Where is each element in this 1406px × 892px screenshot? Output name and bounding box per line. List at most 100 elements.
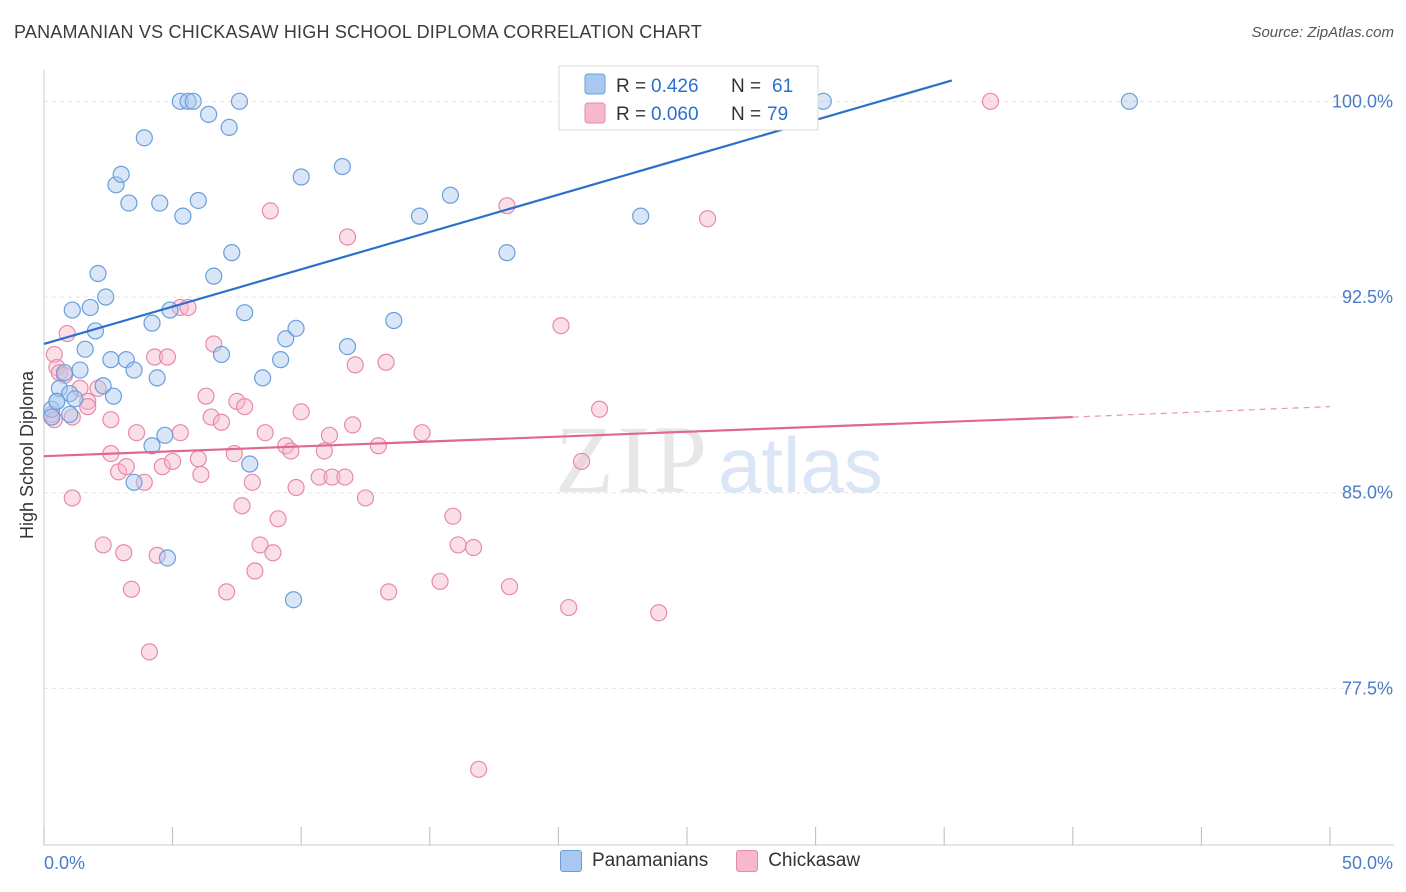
panamanian-point [76, 340, 94, 358]
panamanian-point [50, 379, 69, 397]
panamanians-label: Panamanians [592, 850, 709, 871]
panamanians-swatch [560, 850, 582, 872]
legend-blue-r-value: 0.426 [651, 76, 699, 97]
y-tick-label: 100.0% [1332, 91, 1393, 111]
chickasaw-point [117, 458, 135, 476]
chickasaw-point [377, 353, 395, 371]
panamanian-points [43, 92, 1138, 609]
chickasaw-point [315, 442, 333, 460]
panamanian-point [61, 384, 79, 403]
chickasaw-point [243, 473, 261, 491]
panamanian-point [284, 591, 303, 609]
chickasaw-point [369, 437, 387, 455]
panamanian-point [498, 244, 516, 262]
chickasaw-point [45, 345, 63, 364]
panamanian-point [148, 369, 166, 387]
chickasaw-point [145, 348, 164, 366]
panamanian-point [212, 345, 231, 364]
panamanian-point [189, 191, 207, 210]
chickasaw-point [122, 580, 141, 598]
chickasaw-point [552, 317, 570, 335]
chickasaw-point [449, 536, 467, 554]
panamanian-point [174, 207, 192, 225]
chickasaw-point [148, 546, 166, 564]
panamanian-point [385, 311, 403, 330]
panamanian-point [333, 157, 351, 176]
chickasaw-point [192, 465, 210, 484]
chickasaw-point [261, 202, 279, 220]
chickasaw-point [338, 228, 357, 246]
legend-blue-swatch [584, 73, 606, 95]
watermark-zip: ZIP [555, 406, 711, 513]
chickasaw-point [356, 489, 375, 507]
chickasaw-point [287, 478, 305, 497]
legend-blue-n-value: 61 [772, 76, 793, 97]
panamanian-point [125, 361, 143, 379]
panamanian-point [223, 244, 241, 262]
tick-labels: 77.5% 85.0% 92.5% 100.0% 0.0% 50.0% [44, 91, 1393, 873]
panamanian-point [241, 455, 259, 473]
legend-item-panamanians[interactable]: Panamanians [560, 850, 708, 872]
panamanian-point [94, 377, 112, 395]
y-tick-label: 85.0% [1342, 483, 1393, 503]
panamanian-point [112, 165, 130, 183]
panamanian-point [61, 405, 79, 424]
panamanian-point [63, 301, 81, 319]
chickasaw-point [650, 604, 668, 622]
legend-pink-n-label: N = [731, 104, 761, 125]
panamanian-point [632, 207, 650, 225]
panamanian-point [254, 369, 272, 387]
chickasaw-point [158, 348, 177, 366]
chickasaw-point [218, 583, 236, 601]
chickasaw-point [171, 424, 189, 442]
panamanian-point [81, 298, 99, 317]
legend-pink-n-value: 79 [767, 104, 788, 125]
chickasaw-point [127, 424, 146, 442]
axes [43, 70, 1394, 846]
panamanian-point [200, 105, 218, 123]
chickasaw-point [444, 507, 462, 525]
chickasaw-point [269, 510, 287, 528]
gridlines [44, 100, 1390, 689]
chickasaw-point [264, 544, 282, 562]
chickasaw-point [323, 468, 341, 486]
chickasaw-point [470, 760, 488, 778]
chickasaw-point [310, 468, 328, 486]
legend-pink-r-value: 0.060 [651, 104, 699, 125]
panamanian-point [338, 337, 357, 356]
chickasaw-point [63, 408, 81, 426]
chickasaw-point [45, 411, 63, 429]
panamanian-point [143, 437, 161, 455]
x-tick-label: 0.0% [44, 853, 85, 873]
chickasaw-point [560, 598, 578, 617]
chickasaw-point [344, 416, 362, 434]
panamanian-point [71, 361, 89, 379]
panamanian-point [158, 549, 177, 567]
legend-item-chickasaw[interactable]: Chickasaw [736, 850, 860, 872]
panamanian-point [97, 288, 115, 306]
chickasaw-label: Chickasaw [768, 850, 861, 871]
watermark-atlas: atlas [718, 421, 883, 509]
chickasaw-point [189, 450, 207, 468]
panamanian-point [66, 390, 84, 408]
panamanian-point [287, 319, 305, 337]
chickasaw-point [256, 424, 274, 442]
chickasaw-point [164, 452, 182, 471]
panamanian-point [135, 129, 153, 147]
panamanian-point [107, 176, 125, 194]
chickasaw-point [431, 572, 449, 591]
chickasaw-point [212, 413, 231, 431]
panamanian-point [156, 426, 174, 444]
panamanian-point [292, 168, 310, 186]
chickasaw-point [102, 411, 120, 429]
legend-series: Panamanians Chickasaw [560, 850, 860, 872]
panamanian-point [410, 207, 429, 225]
chickasaw-point [246, 562, 264, 580]
chickasaw-trendline-extension [1072, 406, 1331, 418]
legend-stats: R = 0.426 N = 61 R = 0.060 N = 79 [558, 65, 819, 131]
chickasaw-point [71, 379, 89, 397]
chickasaw-point [197, 387, 215, 405]
chickasaw-point [320, 426, 339, 444]
panamanian-point [55, 364, 74, 382]
